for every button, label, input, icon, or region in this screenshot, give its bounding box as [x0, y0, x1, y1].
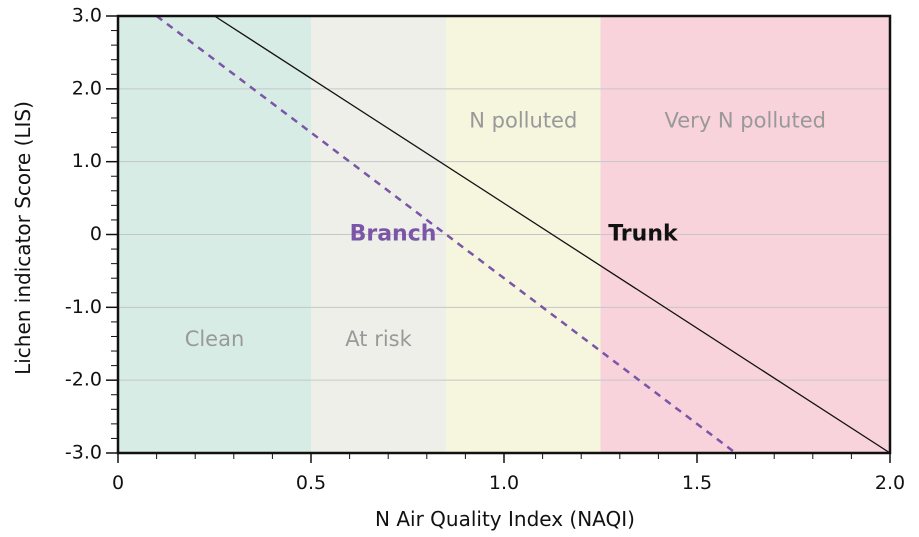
x-tick-label: 1.0: [489, 472, 519, 494]
region-labels: Clean At risk N polluted Very N polluted: [185, 109, 826, 352]
y-tick-label: -1.0: [65, 296, 102, 318]
axes: 0 0.5 1.0 1.5 2.0 -3.0 -2.0 -1.0 0 1.0 2.0 3.0: [65, 5, 905, 495]
series-line-trunk: [214, 15, 891, 454]
x-tick-label: 0: [112, 472, 124, 494]
x-tick-label: 0.5: [296, 472, 326, 494]
series-line-branch: [155, 15, 737, 454]
region-label-n-polluted: N polluted: [469, 109, 577, 133]
region-label-at-risk: At risk: [345, 327, 412, 351]
series-labels: Trunk Branch: [350, 222, 679, 247]
y-tick-label: 0: [90, 223, 102, 245]
series-label-trunk: Trunk: [608, 222, 679, 247]
x-axis-title: N Air Quality Index (NAQI): [375, 507, 635, 531]
y-tick-label: 1.0: [72, 150, 102, 172]
x-tick-label: 2.0: [875, 472, 905, 494]
y-tick-label: -2.0: [65, 369, 102, 391]
y-tick-label: 2.0: [72, 77, 102, 99]
gridlines: [118, 88, 890, 381]
y-tick-label: 3.0: [72, 5, 102, 27]
region-label-clean: Clean: [185, 327, 245, 351]
region-label-very-n-polluted: Very N polluted: [665, 109, 826, 133]
x-tick-label: 1.5: [682, 472, 712, 494]
series-lines: [155, 15, 891, 454]
y-axis-title: Lichen indicator Score (LIS): [11, 101, 35, 375]
series-label-branch: Branch: [350, 222, 437, 247]
y-tick-label: -3.0: [65, 442, 102, 464]
